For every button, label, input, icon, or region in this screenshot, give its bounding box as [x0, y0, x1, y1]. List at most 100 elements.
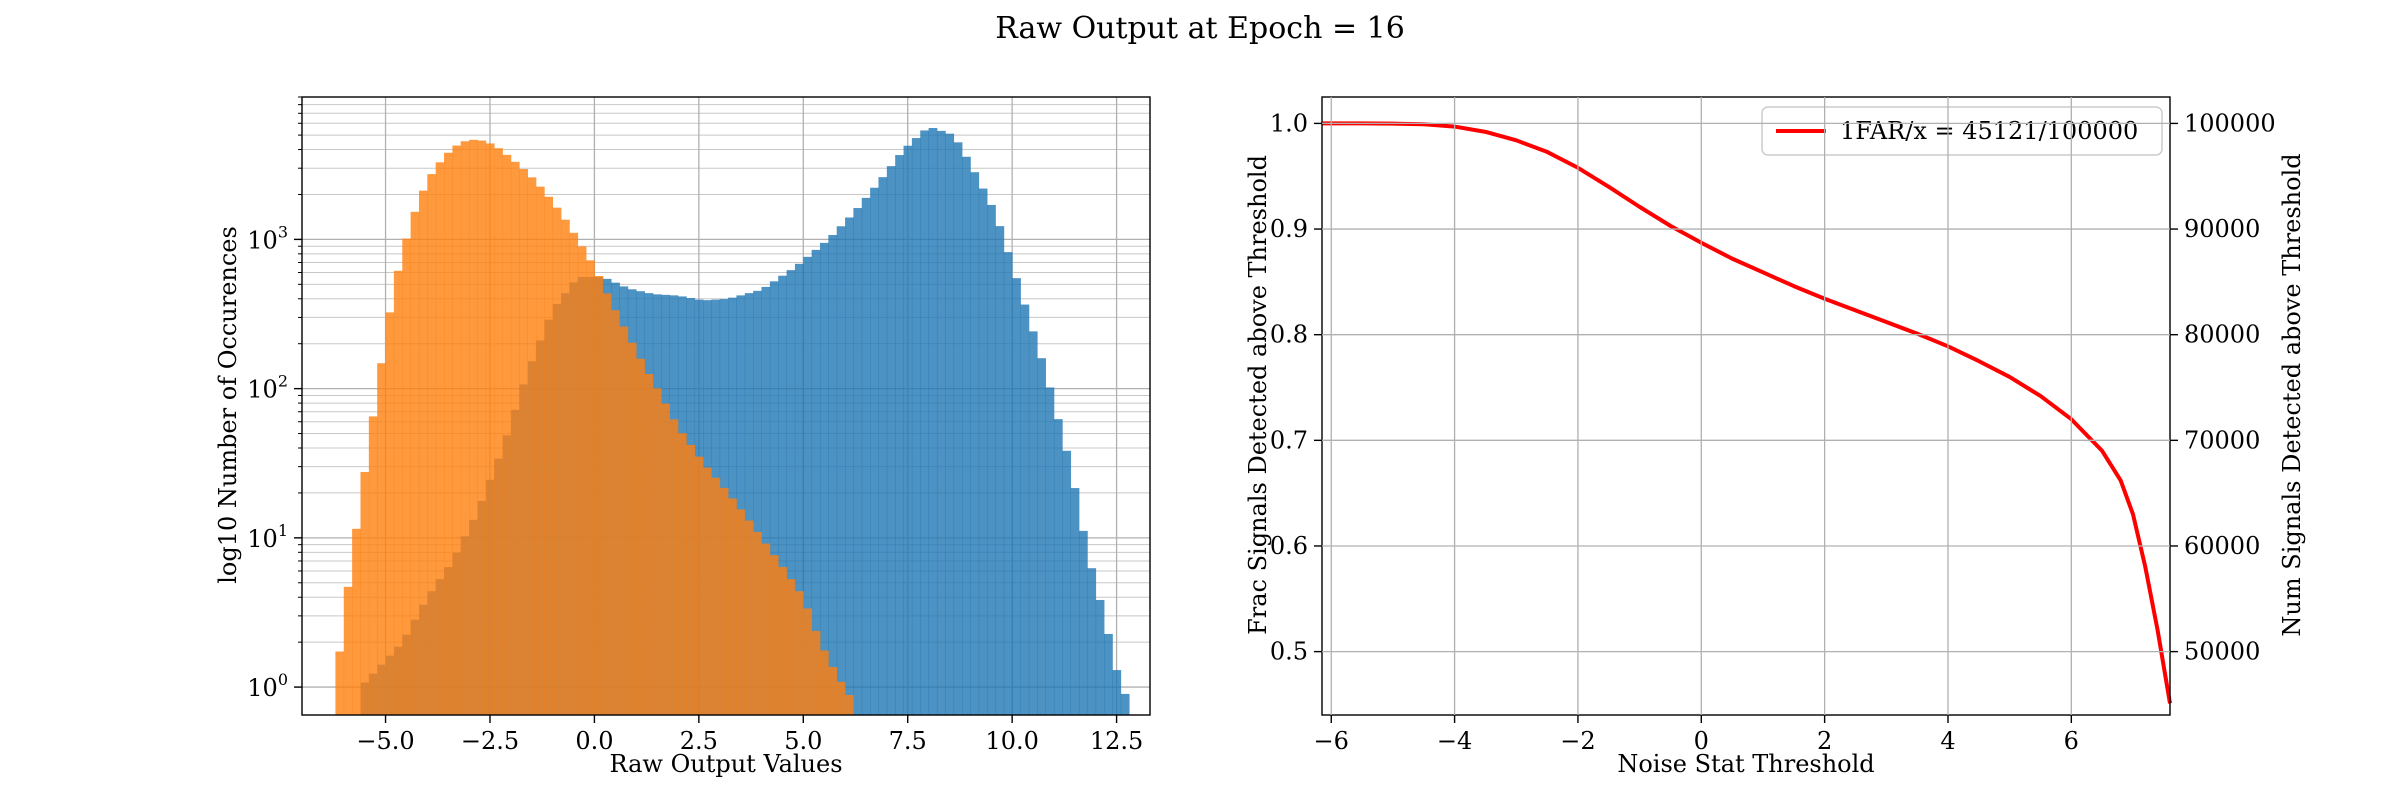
histogram-bar — [786, 579, 796, 715]
histogram-bar — [1037, 358, 1046, 715]
histogram-bar — [418, 190, 428, 716]
histogram-bar — [878, 177, 888, 716]
histogram-bar — [1087, 568, 1097, 715]
histogram-bar — [644, 373, 654, 715]
histogram-bar — [778, 567, 787, 715]
line-gridlines — [1322, 97, 2170, 715]
histogram-chart: Raw Output Values log10 Number of Occure… — [214, 96, 1151, 778]
histogram-bar — [861, 197, 871, 716]
histogram-bar — [535, 186, 545, 715]
x-tick-label: 6 — [2064, 727, 2079, 755]
histogram-bar — [703, 467, 712, 715]
histogram-bar — [936, 130, 946, 715]
y-right-tick-label: 100000 — [2184, 109, 2276, 137]
x-tick-label: 4 — [1940, 727, 1955, 755]
histogram-bar — [335, 651, 345, 715]
x-tick-label: 0.0 — [575, 727, 613, 755]
histogram-bar — [435, 162, 445, 716]
x-tick-label: −6 — [1314, 727, 1349, 755]
x-tick-label: 5.0 — [784, 727, 822, 755]
histogram-bar — [719, 487, 729, 715]
histogram-bar — [995, 226, 1005, 716]
histogram-bar — [928, 128, 938, 715]
histogram-x-axis-label: Raw Output Values — [609, 750, 842, 778]
histogram-bar — [819, 242, 829, 716]
histogram-bar — [786, 270, 796, 715]
y-tick-label: 0.6 — [1270, 532, 1308, 560]
histogram-bar — [552, 207, 562, 715]
y-right-tick-label: 90000 — [2184, 215, 2260, 243]
figure-title: Raw Output at Epoch = 16 — [995, 11, 1405, 46]
y-right-tick-label: 60000 — [2184, 532, 2260, 560]
line-plot-frame — [1321, 96, 2171, 716]
histogram-bar — [945, 133, 955, 716]
y-tick-label: 0.5 — [1270, 638, 1308, 666]
detection-line-chart: Noise Stat Threshold Frac Signals Detect… — [1244, 96, 2306, 778]
histogram-bar — [485, 143, 495, 716]
histogram-y-ticks: 100 101 102 103 — [247, 96, 302, 702]
histogram-bar — [845, 217, 854, 715]
y-right-tick-label: 70000 — [2184, 426, 2260, 454]
histogram-bar — [920, 130, 930, 715]
y-right-tick-label: 80000 — [2184, 321, 2260, 349]
legend-box — [1761, 106, 2163, 156]
histogram-bar — [744, 293, 754, 715]
x-tick-label: 12.5 — [1090, 727, 1143, 755]
histogram-y-axis-label: log10 Number of Occurences — [214, 226, 242, 584]
histogram-bar — [385, 312, 395, 715]
histogram-bar — [886, 166, 896, 715]
histogram-bar — [811, 630, 821, 715]
histogram-bar — [652, 388, 662, 715]
histogram-bar — [560, 219, 570, 715]
x-tick-label: 0 — [1694, 727, 1709, 755]
histogram-bar — [811, 249, 821, 716]
histogram-bar — [1070, 488, 1080, 715]
histogram-bar — [778, 275, 787, 715]
histogram-bar — [577, 246, 587, 716]
y-tick-label: 1.0 — [1270, 109, 1308, 137]
histogram-bar — [987, 204, 996, 715]
histogram-bar — [544, 196, 554, 716]
histogram-bar — [427, 174, 437, 715]
histogram-bar — [460, 141, 470, 715]
legend: 1FAR/x = 45121/100000 — [1761, 106, 2163, 156]
x-tick-label: −5.0 — [356, 727, 414, 755]
histogram-bar — [736, 295, 746, 715]
histogram-bar — [1062, 450, 1072, 715]
y-right-tick-label: 50000 — [2184, 638, 2260, 666]
histogram-bar — [1104, 633, 1113, 715]
y-tick-label: 100 — [247, 670, 288, 702]
histogram-bar — [803, 608, 813, 715]
x-tick-label: 2.5 — [680, 727, 718, 755]
histogram-bar — [953, 142, 963, 716]
y-tick-label: 0.8 — [1270, 321, 1308, 349]
y-tick-label: 102 — [247, 372, 288, 404]
histogram-bar — [360, 471, 370, 715]
histogram-bar — [1095, 599, 1105, 715]
histogram-bar — [393, 270, 403, 715]
histogram-bar — [828, 235, 838, 715]
histogram-bar — [352, 528, 361, 715]
histogram-bar — [895, 155, 904, 716]
histogram-bar — [343, 586, 353, 715]
x-tick-label: 10.0 — [985, 727, 1038, 755]
histogram-bar — [836, 226, 846, 715]
x-tick-label: −2.5 — [461, 727, 519, 755]
histogram-bar — [962, 156, 971, 715]
histogram-bar — [761, 286, 771, 715]
histogram-bar — [1120, 693, 1130, 715]
histogram-bar — [586, 260, 595, 715]
histogram-bar — [477, 140, 487, 716]
histogram-bar — [728, 498, 737, 715]
line-x-axis-label: Noise Stat Threshold — [1617, 750, 1874, 778]
histogram-bar — [1012, 278, 1021, 715]
histogram-bar — [803, 256, 813, 715]
y-tick-label: 0.7 — [1270, 426, 1308, 454]
histogram-bar — [853, 208, 863, 716]
x-tick-label: 2 — [1817, 727, 1832, 755]
histogram-bar — [711, 477, 721, 715]
histogram-bar — [377, 363, 386, 715]
line-y-axis-label-left: Frac Signals Detected above Threshold — [1244, 155, 1272, 635]
histogram-bar — [402, 238, 412, 716]
histogram-bar — [594, 276, 604, 715]
